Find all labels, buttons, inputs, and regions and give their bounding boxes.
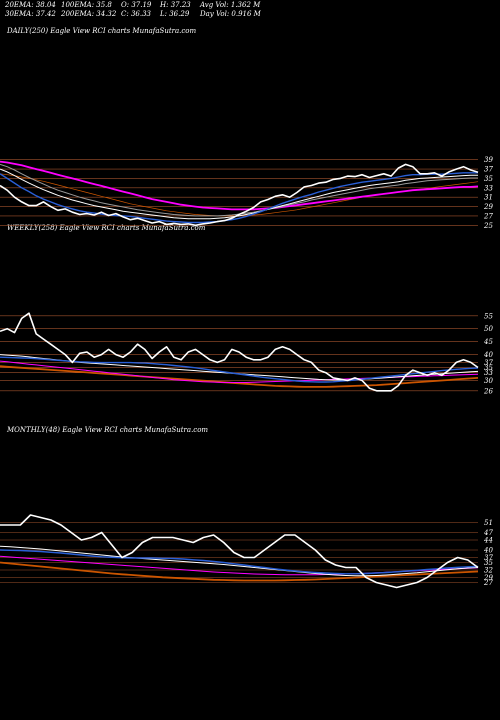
weekly-series-1 <box>0 356 479 383</box>
daily-panel-title: DAILY(250) Eagle View RCI charts MunafaS… <box>7 27 197 35</box>
weekly-tick-label-0: 55 <box>484 312 493 320</box>
daily-tick-label-3: 33 <box>484 184 493 192</box>
weekly-tick-label-1: 50 <box>484 325 493 333</box>
monthly-series-2 <box>0 545 479 577</box>
header-open: O: 37.19 <box>121 1 152 9</box>
monthly-series-4 <box>0 561 479 582</box>
monthly-tick-label-5: 35 <box>484 559 493 567</box>
monthly-tick-label-3: 40 <box>483 547 493 555</box>
monthly-tick-label-1: 47 <box>483 529 493 537</box>
header-high: H: 37.23 <box>160 1 191 9</box>
weekly-panel-title: WEEKLY(258) Eagle View RCI charts Munafa… <box>7 224 206 232</box>
daily-tick-label-1: 37 <box>484 166 493 174</box>
daily-series-4 <box>0 160 479 211</box>
monthly-series-1 <box>0 549 479 575</box>
header-close: C: 36.33 <box>121 10 151 18</box>
header-200ema: 200EMA: 34.32 <box>61 10 117 18</box>
header-20ema: 20EMA: 38.04 <box>5 1 56 9</box>
monthly-tick-label-7: 29 <box>483 574 493 582</box>
header-30ema: 30EMA: 37.42 <box>5 10 56 18</box>
monthly-tick-label-0: 51 <box>484 519 493 527</box>
weekly-tick-label-7: 30 <box>484 377 493 385</box>
daily-tick-label-5: 29 <box>483 203 493 211</box>
monthly-tick-label-2: 44 <box>483 537 493 545</box>
header-avg-vol: Avg Vol: 1.362 M <box>200 1 261 9</box>
daily-tick-label-0: 39 <box>484 156 493 164</box>
daily-tick-label-7: 25 <box>483 222 493 230</box>
weekly-series-4 <box>0 365 479 388</box>
weekly-tick-label-2: 45 <box>483 338 493 346</box>
header-100ema: 100EMA: 35.8 <box>61 1 112 9</box>
monthly-series-0 <box>0 514 479 589</box>
weekly-tick-label-8: 26 <box>483 387 493 395</box>
monthly-tick-label-6: 32 <box>484 567 493 575</box>
daily-series-2 <box>0 168 478 220</box>
weekly-tick-label-5: 35 <box>484 364 493 372</box>
header-low: L: 36.29 <box>160 10 190 18</box>
daily-series-0 <box>0 163 479 227</box>
monthly-panel-title: MONTHLY(48) Eagle View RCI charts Munafa… <box>7 426 209 434</box>
monthly-tick-label-4: 37 <box>484 554 493 562</box>
daily-tick-label-2: 35 <box>484 175 493 183</box>
monthly-tick-label-8: 27 <box>483 579 493 587</box>
daily-tick-label-4: 31 <box>484 194 493 202</box>
header-day-vol: Day Vol: 0.916 M <box>200 10 261 18</box>
weekly-tick-label-4: 37 <box>484 359 493 367</box>
weekly-series-0 <box>0 312 479 392</box>
weekly-tick-label-6: 33 <box>484 369 493 377</box>
daily-series-1 <box>0 172 478 224</box>
weekly-tick-label-3: 40 <box>483 351 493 359</box>
daily-tick-label-6: 27 <box>483 212 493 220</box>
